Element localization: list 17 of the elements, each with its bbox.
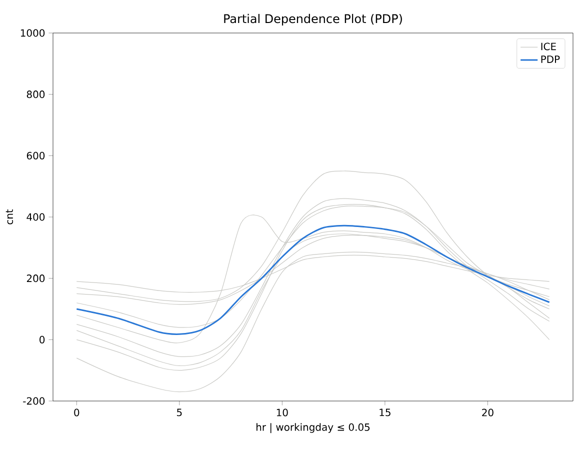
- x-axis-title: hr | workingday ≤ 0.05: [256, 423, 370, 434]
- y-tick-label: -200: [23, 397, 45, 405]
- x-tick-label: 20: [482, 408, 494, 416]
- y-tick-label: 800: [26, 90, 45, 98]
- legend-label: ICE: [541, 42, 556, 50]
- y-tick-label: 400: [26, 213, 45, 221]
- y-tick-label: 1000: [20, 29, 45, 37]
- y-tick-label: 200: [26, 274, 45, 282]
- x-tick-label: 15: [380, 408, 390, 416]
- x-tick-label: 0: [74, 408, 80, 416]
- y-tick-label: 600: [26, 152, 45, 160]
- legend-label: PDP: [541, 56, 560, 63]
- y-tick-label: 0: [40, 336, 45, 344]
- chart-title: Partial Dependence Plot (PDP): [224, 14, 402, 26]
- x-tick-label: 10: [276, 408, 288, 416]
- y-axis-title: cnt: [6, 209, 14, 224]
- x-tick-label: 5: [177, 408, 182, 416]
